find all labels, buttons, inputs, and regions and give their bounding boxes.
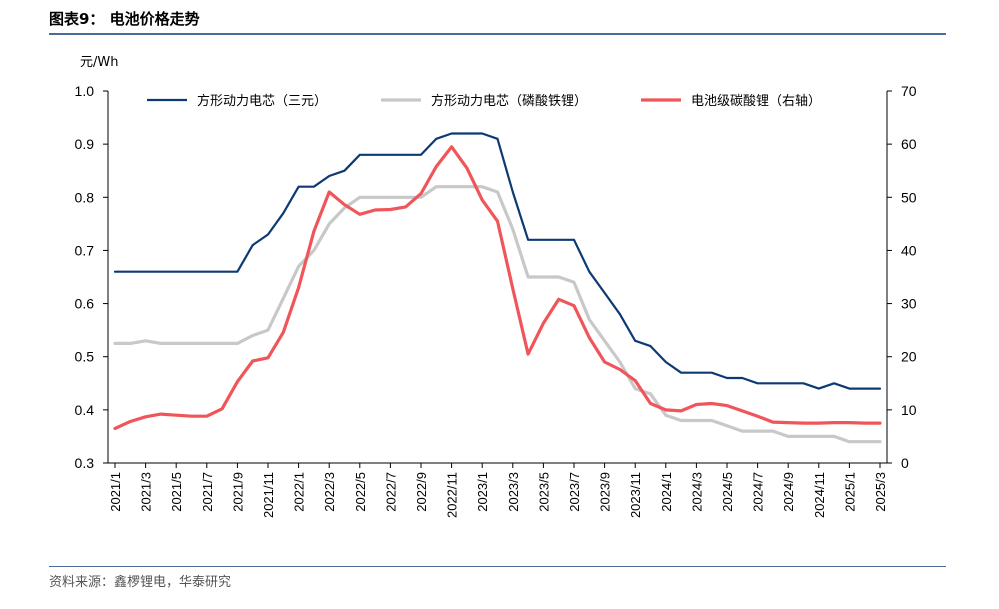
- x-tick-label: 2024/9: [781, 472, 796, 512]
- title-rule: [49, 33, 946, 35]
- y-tick-label: 0.6: [75, 296, 95, 312]
- y2-tick-label: 0: [901, 455, 909, 471]
- x-tick-label: 2022/1: [292, 472, 307, 512]
- y2-tick-label: 70: [901, 83, 917, 99]
- legend-label: 方形动力电芯（磷酸铁锂）: [431, 93, 587, 109]
- x-tick-label: 2024/5: [720, 472, 735, 512]
- x-tick-label: 2023/1: [475, 472, 490, 512]
- y2-tick-label: 10: [901, 402, 917, 418]
- x-tick-label: 2024/11: [812, 472, 827, 518]
- x-tick-label: 2023/5: [536, 472, 551, 512]
- x-tick-label: 2021/3: [139, 472, 154, 512]
- legend-label: 电池级碳酸锂（右轴）: [691, 94, 821, 109]
- legend-label: 方形动力电芯（三元）: [197, 93, 327, 109]
- x-tick-label: 2022/11: [445, 472, 460, 518]
- x-tick-label: 2021/9: [230, 472, 245, 512]
- x-tick-label: 2025/1: [842, 472, 857, 512]
- y2-tick-label: 20: [901, 349, 917, 365]
- x-tick-label: 2023/9: [598, 472, 613, 512]
- series-line-1: [113, 132, 882, 390]
- x-tick-label: 2022/3: [322, 472, 337, 512]
- y2-tick-label: 50: [901, 189, 917, 205]
- y-tick-label: 0.4: [75, 402, 95, 418]
- x-tick-label: 2023/3: [506, 472, 521, 512]
- y-tick-label: 1.0: [75, 83, 95, 99]
- source-rule: [49, 566, 946, 567]
- y2-tick-label: 30: [901, 296, 917, 312]
- series-line-2: [113, 185, 882, 444]
- source-note: 资料来源：鑫椤锂电，华泰研究: [49, 575, 232, 590]
- x-tick-label: 2021/11: [261, 472, 276, 518]
- x-tick-label: 2021/1: [108, 472, 123, 512]
- y-axis-unit: 元/Wh: [80, 55, 118, 70]
- x-tick-label: 2022/9: [414, 472, 429, 512]
- x-tick-label: 2025/3: [873, 472, 888, 512]
- x-tick-label: 2024/7: [751, 472, 766, 512]
- x-tick-label: 2023/11: [628, 472, 643, 518]
- legend: 方形动力电芯（三元） 方形动力电芯（磷酸铁锂） 电池级碳酸锂（右轴）: [147, 93, 821, 109]
- series-layer: [113, 132, 882, 444]
- x-tick-label: 2022/7: [383, 472, 398, 512]
- x-tick-label: 2023/7: [567, 472, 582, 512]
- axes: 0.3 0.4 0.5 0.6 0.7 0.8 0.9 1.0 0 10 20 30 40 50 60 70 2…: [75, 83, 917, 518]
- y-tick-label: 0.9: [75, 136, 95, 152]
- series-line-3: [113, 145, 882, 431]
- y-tick-label: 0.3: [75, 455, 95, 471]
- y2-tick-label: 40: [901, 242, 917, 258]
- y-tick-label: 0.8: [75, 189, 95, 205]
- x-tick-label: 2021/5: [169, 472, 184, 512]
- y-tick-label: 0.5: [75, 349, 95, 365]
- x-tick-label: 2024/1: [659, 472, 674, 512]
- x-tick-label: 2022/5: [353, 472, 368, 512]
- battery-price-chart: 元/Wh 0.3 0.4 0.5 0.6 0.7 0.8 0.9 1.0 0 10 20 30 40 50…: [75, 55, 917, 518]
- x-tick-label: 2024/3: [689, 472, 704, 512]
- y2-tick-label: 60: [901, 136, 917, 152]
- x-tick-label: 2021/7: [200, 472, 215, 512]
- y-tick-label: 0.7: [75, 242, 95, 258]
- figure-title: 图表9： 电池价格走势: [49, 10, 200, 28]
